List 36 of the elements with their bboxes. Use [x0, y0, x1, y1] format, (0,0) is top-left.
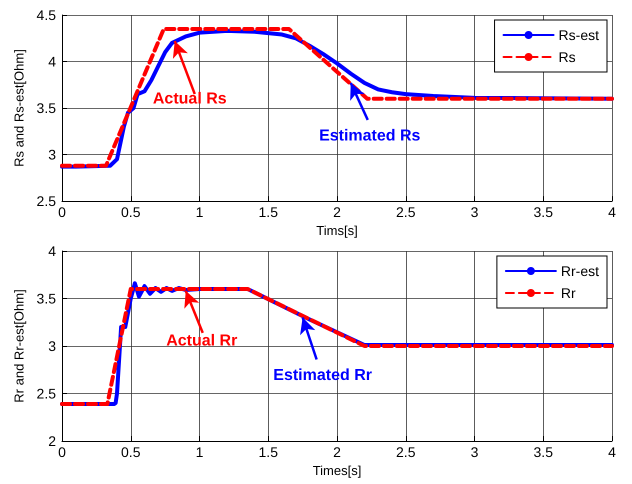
- y-tick-label: 3.5: [36, 100, 56, 116]
- legend-label: Rr-est: [560, 263, 600, 279]
- y-axis-title: Rr and Rr-est[Ohm]: [12, 289, 27, 403]
- x-tick-label: 1: [196, 444, 204, 460]
- y-tick-label: 2: [48, 433, 56, 449]
- x-tick-label: 3: [470, 444, 479, 460]
- x-tick-label: 2.5: [396, 444, 416, 460]
- y-tick-label: 3: [48, 338, 56, 354]
- y-tick-label: 4: [48, 243, 56, 259]
- x-tick-label: 2: [333, 444, 342, 460]
- x-tick-label: 4: [608, 204, 616, 220]
- y-tick-label: 4.5: [36, 7, 56, 23]
- y-tick-label: 3.5: [36, 290, 56, 306]
- legend-label: Rs-est: [558, 27, 600, 43]
- x-tick-label: 2: [333, 204, 342, 220]
- x-tick-label: 0.5: [121, 204, 141, 220]
- y-tick-label: 2.5: [36, 386, 56, 402]
- x-tick-label: 0.5: [121, 444, 141, 460]
- legend-label: Rr: [560, 285, 576, 301]
- x-tick-label: 0: [58, 444, 66, 460]
- y-tick-label: 2.5: [36, 193, 56, 210]
- x-tick-label: 3.5: [534, 444, 554, 460]
- x-tick-label: 3.5: [534, 204, 554, 220]
- x-tick-label: 0: [58, 204, 66, 220]
- x-tick-label: 1.5: [258, 444, 278, 460]
- x-tick-label: 3: [470, 204, 479, 220]
- x-tick-label: 1: [196, 204, 204, 220]
- x-tick-label: 4: [608, 444, 616, 460]
- x-tick-label: 1.5: [258, 204, 278, 220]
- x-axis-title: Times[s]: [312, 462, 362, 478]
- y-tick-label: 4: [48, 54, 56, 70]
- y-tick-label: 3: [48, 146, 56, 163]
- legend-label: Rs: [558, 49, 576, 65]
- y-axis-title: Rs and Rs-est[Ohm]: [12, 49, 27, 167]
- x-tick-label: 2.5: [396, 204, 416, 220]
- x-axis-title: Tims[s]: [316, 223, 358, 238]
